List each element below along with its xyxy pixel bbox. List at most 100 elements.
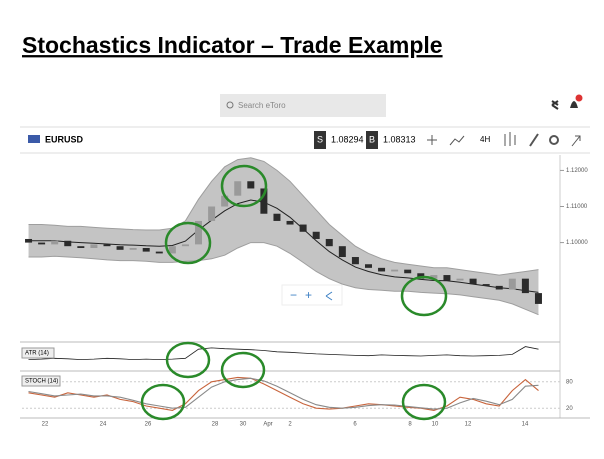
x-tick-label: 12	[465, 422, 472, 428]
crosshair-icon[interactable]	[427, 135, 437, 145]
annotation-circle	[140, 383, 186, 421]
candle	[456, 278, 464, 281]
x-tick-label: 22	[42, 422, 49, 428]
candle	[155, 251, 163, 254]
annotation-circle	[400, 275, 448, 317]
band-upper	[28, 157, 539, 276]
annotation-circle	[401, 383, 447, 421]
candle	[129, 248, 137, 250]
y-tick-label: 1.10000	[566, 240, 588, 246]
candle	[508, 278, 516, 290]
band-lower	[28, 242, 539, 316]
x-tick-label: Apr	[263, 422, 272, 428]
candle	[38, 242, 46, 245]
candle	[208, 206, 216, 221]
zoom-out[interactable]: −	[290, 288, 297, 302]
settings-icon[interactable]	[549, 135, 559, 145]
buy-button[interactable]	[366, 131, 378, 149]
timeframe[interactable]: 4H	[480, 135, 490, 144]
candles-icon[interactable]	[504, 132, 516, 146]
zoom-in[interactable]: +	[305, 288, 312, 302]
atr-label: ATR (14)	[25, 351, 49, 357]
fullscreen-icon[interactable]	[571, 135, 581, 147]
notification-badge	[575, 94, 583, 102]
y-tick-label: 1.12000	[566, 168, 588, 174]
draw-icon[interactable]	[529, 133, 539, 147]
x-tick-label: 6	[353, 422, 357, 428]
candle	[534, 293, 542, 304]
candle	[286, 220, 294, 225]
candle	[391, 269, 399, 272]
buy-label: B	[369, 134, 375, 144]
candle	[77, 246, 85, 248]
x-tick-label: 10	[432, 422, 439, 428]
flag-icon	[28, 135, 40, 143]
candle	[25, 238, 33, 243]
x-tick-label: 8	[408, 422, 412, 428]
stoch-label: STOCH (14)	[25, 379, 58, 385]
candle	[142, 248, 150, 252]
candle	[221, 195, 229, 207]
x-tick-label: 26	[145, 422, 152, 428]
candle	[351, 257, 359, 265]
candle	[64, 240, 72, 247]
candle	[443, 275, 451, 281]
candle	[247, 181, 255, 189]
share-chart[interactable]	[325, 291, 333, 301]
candle	[338, 246, 346, 258]
annotation-circle	[220, 351, 266, 389]
stoch-line	[28, 376, 539, 411]
x-tick-label: 2	[288, 422, 292, 428]
x-tick-label: 28	[212, 422, 219, 428]
candle	[299, 224, 307, 232]
atr-label-box	[21, 347, 55, 359]
chart-type-icon[interactable]	[449, 135, 465, 146]
share-icon[interactable]	[551, 100, 559, 110]
candle	[469, 278, 477, 285]
annotation-circle	[165, 341, 211, 379]
candle	[378, 267, 386, 272]
band-fill	[28, 157, 539, 315]
annotation-circle	[164, 221, 212, 265]
sell-label: S	[317, 134, 323, 144]
candle	[116, 246, 124, 250]
candle	[51, 240, 59, 245]
candle	[430, 275, 438, 279]
zoom-controls	[281, 284, 343, 306]
annotation-circles	[140, 164, 448, 421]
candle	[495, 285, 503, 290]
candle	[482, 284, 490, 286]
candle	[260, 188, 268, 214]
candle	[181, 244, 189, 247]
annotation-circle	[220, 164, 268, 208]
candle	[103, 244, 111, 247]
stoch-tick-label: 20	[566, 406, 573, 412]
candle	[325, 238, 333, 247]
candle	[195, 220, 203, 245]
x-tick-label: 30	[240, 422, 247, 428]
search-box[interactable]	[220, 94, 386, 117]
sell-button[interactable]	[314, 131, 326, 149]
stoch-line	[28, 377, 539, 410]
candle	[521, 278, 529, 294]
symbol: EURUSD	[45, 134, 84, 144]
slide-title: Stochastics Indicator – Trade Example	[22, 32, 443, 58]
band-middle	[28, 199, 539, 293]
x-tick-label: 24	[100, 422, 107, 428]
candle	[90, 244, 98, 248]
sell-price: 1.08294	[331, 134, 364, 144]
buy-price: 1.08313	[383, 134, 416, 144]
search-placeholder: Search eToro	[238, 101, 286, 110]
atr-line	[28, 346, 539, 361]
candle	[312, 231, 320, 239]
candle	[234, 181, 242, 196]
search-icon	[226, 101, 234, 109]
candle	[168, 246, 176, 254]
candle	[273, 213, 281, 221]
stoch-tick-label: 80	[566, 379, 573, 385]
y-tick-label: 1.11000	[566, 204, 588, 210]
bell-icon[interactable]	[570, 101, 578, 108]
x-tick-label: 14	[522, 422, 529, 428]
candle	[364, 264, 372, 268]
